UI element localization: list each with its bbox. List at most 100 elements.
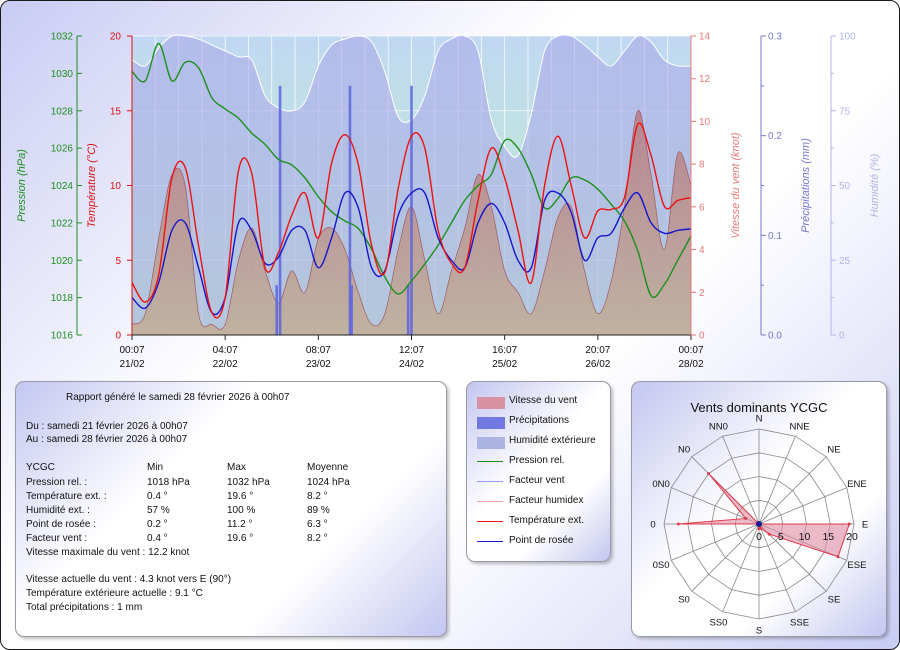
precipitation-bars <box>275 85 413 335</box>
legend-item-dew-point: Point de rosée <box>477 535 607 549</box>
temperature-axis-title: Température (°C) <box>86 143 98 228</box>
precip-tick-label: 0.0 <box>768 331 782 342</box>
legend-item-precipitation: Précipitations <box>477 415 607 429</box>
pressure-tick-label: 1022 <box>51 218 74 229</box>
report-row-max: 11.2 ° <box>227 519 253 530</box>
rose-direction-label: 0S0 <box>653 560 670 571</box>
humidity-tick-label: 50 <box>839 181 851 192</box>
pressure-tick-label: 1018 <box>51 293 74 304</box>
report-to: Au : samedi 28 février 2026 à 00h07 <box>26 434 188 445</box>
temperature-tick-label: 0 <box>115 331 121 342</box>
series-line-temp-rature-ext <box>131 122 692 319</box>
x-tick-label-time: 12:07 <box>399 345 424 356</box>
wind-tick-label: 10 <box>699 117 711 128</box>
rose-spoke <box>758 436 796 525</box>
rose-radial-tick-label: 15 <box>822 531 834 543</box>
humidity-tick-label: 100 <box>839 32 856 43</box>
x-tick-label-date: 26/02 <box>585 359 610 370</box>
report-row-max: 100 % <box>227 505 256 516</box>
legend-swatch <box>477 397 505 409</box>
report-row-min: 0.4 ° <box>147 491 168 502</box>
rose-data-point <box>676 522 680 526</box>
wind-rose-chart: Vents dominants YCGC N NNE NE ENE E ESE SE SSE S… <box>650 400 868 637</box>
legend-item-pressure: Pression rel. <box>477 455 607 469</box>
rose-direction-label: N <box>756 414 763 425</box>
rose-spoke <box>758 523 827 592</box>
rose-data-point <box>707 472 711 476</box>
precip-tick-label: 0.1 <box>768 231 782 242</box>
x-tick-label-time: 16:07 <box>492 345 517 356</box>
rose-direction-label: NN0 <box>709 422 728 433</box>
rose-radial-tick-label: 20 <box>846 531 858 543</box>
precipitation-bar <box>406 285 410 335</box>
x-tick-label-date: 21/02 <box>119 359 144 370</box>
wind-rose-panel: Vents dominants YCGC N NNE NE ENE E ESE SE SSE S… <box>631 381 887 637</box>
x-tick-label-date: 28/02 <box>678 359 703 370</box>
x-tick-label-date: 22/02 <box>213 359 238 370</box>
report-row-max: 1032 hPa <box>227 477 270 488</box>
rose-direction-label: SSE <box>790 617 809 628</box>
precipitation-bar <box>350 285 353 335</box>
precipitation-bar <box>278 85 282 335</box>
legend-item-wind-chill: Facteur vent <box>477 475 607 489</box>
wind-rose-title: Vents dominants YCGC <box>690 400 827 415</box>
rose-data-point <box>757 527 761 531</box>
wind-tick-label: 8 <box>699 160 705 171</box>
wind-axis-title: Vitesse du vent (knot) <box>730 132 742 239</box>
rose-direction-label: SS0 <box>709 617 727 628</box>
pressure-tick-label: 1020 <box>51 256 74 267</box>
rose-direction-label: NE <box>827 445 840 456</box>
x-tick-label-time: 00:07 <box>678 345 703 356</box>
precipitation-bar <box>410 85 413 335</box>
legend-item-humidex: Facteur humidex <box>477 495 607 509</box>
x-tick-label-time: 08:07 <box>306 345 331 356</box>
legend-swatch <box>477 437 505 449</box>
rose-direction-label: E <box>862 520 868 531</box>
chart-axes: 00:07 21/02 04:07 22/02 08:07 23/02 12:07 24/02… <box>16 32 881 371</box>
report-row-label: Point de rosée : <box>26 519 97 530</box>
pressure-tick-label: 1028 <box>51 106 74 117</box>
report-row-min: 0.2 ° <box>147 519 168 530</box>
rose-spoke <box>671 523 760 561</box>
legend-line <box>477 461 503 462</box>
report-current-wind: Vitesse actuelle du vent : 4.3 knot vers… <box>26 574 232 585</box>
humidity-tick-label: 0 <box>839 331 845 342</box>
report-row-avg: 89 % <box>307 505 330 516</box>
wind-tick-label: 12 <box>699 74 711 85</box>
rose-direction-label: S <box>756 626 762 637</box>
rose-direction-label: 0 <box>650 520 655 531</box>
rose-data-point <box>847 522 851 526</box>
report-current-temp: Température extérieure actuelle : 9.1 °C <box>26 588 203 599</box>
report-panel: Rapport généré le samedi 28 février 2026… <box>15 381 447 637</box>
wind-rose-data <box>676 472 851 559</box>
report-row-avg: 1024 hPa <box>307 477 350 488</box>
report-total-precip: Total précipitations : 1 mm <box>26 602 143 613</box>
report-max-wind: Vitesse maximale du vent : 12.2 knot <box>26 547 190 558</box>
precip-tick-label: 0.2 <box>768 131 782 142</box>
report-row-avg: 6.3 ° <box>307 519 328 530</box>
temperature-tick-label: 20 <box>110 32 122 43</box>
report-row-label: Facteur vent : <box>26 533 88 544</box>
report-row-max: 19.6 ° <box>227 491 254 502</box>
rose-direction-label: 0N0 <box>652 479 669 490</box>
pressure-tick-label: 1024 <box>51 181 74 192</box>
report-row-min: 0.4 ° <box>147 533 168 544</box>
line-series <box>131 42 692 319</box>
report-row-label: Température ext. : <box>26 491 107 502</box>
report-table-station: YCGC <box>26 462 55 473</box>
rose-direction-label: ESE <box>847 560 866 571</box>
legend-line <box>477 541 503 542</box>
wind-tick-label: 0 <box>699 331 705 342</box>
chart-legend: Vitesse du vent Précipitations Humidité … <box>466 381 611 562</box>
legend-swatch <box>477 417 505 429</box>
rose-direction-label: SE <box>828 594 841 605</box>
rose-data-point <box>767 532 771 536</box>
report-row-label: Pression rel. : <box>26 477 88 488</box>
rose-center-dot <box>756 521 762 527</box>
wind-rose-labels: N NNE NE ENE E ESE SE SSE S SS0 S0 0S0 0 0N0 N0 NN0 0 5 10… <box>650 414 868 637</box>
wind-tick-label: 14 <box>699 32 711 43</box>
precip-tick-label: 0.3 <box>768 32 782 43</box>
pressure-tick-label: 1026 <box>51 144 74 155</box>
wind-tick-label: 4 <box>699 245 705 256</box>
